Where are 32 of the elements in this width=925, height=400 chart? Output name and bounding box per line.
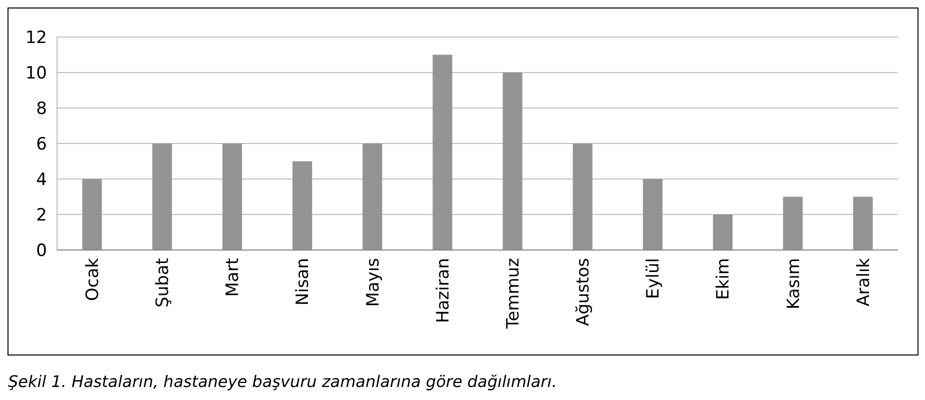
bar: [572, 144, 592, 250]
y-tick-label: 6: [36, 134, 47, 154]
x-tick-label: Ağustos: [574, 258, 594, 326]
y-tick-label: 12: [25, 28, 47, 48]
bar: [502, 72, 522, 250]
bar: [292, 161, 312, 250]
bar: [432, 54, 452, 250]
x-tick-label: Aralık: [854, 258, 874, 306]
x-tick-label: Kasım: [784, 258, 804, 310]
y-tick-label: 4: [36, 170, 47, 190]
x-tick-label: Mayıs: [363, 258, 384, 307]
x-tick-label: Temmuz: [503, 258, 524, 330]
y-tick-label: 2: [36, 205, 47, 226]
x-tick-label: Ocak: [82, 258, 103, 301]
bar: [712, 214, 733, 250]
y-tick-label: 8: [36, 98, 47, 119]
y-tick-label: 10: [25, 63, 47, 84]
bar: [853, 196, 873, 250]
y-tick-label: 0: [36, 240, 47, 261]
x-tick-label: Nisan: [293, 258, 314, 306]
x-tick-label: Şubat: [153, 258, 174, 308]
x-tick-label: Haziran: [433, 258, 454, 324]
bar: [362, 144, 382, 250]
x-tick-label: Eylül: [644, 258, 664, 300]
bar: [222, 144, 242, 250]
text: Şekil 1. Hastaların, hastaneye başvuru zamanlarına göre dağılımları.: [8, 372, 557, 391]
bar: [642, 179, 663, 250]
x-tick-label: Ekim: [714, 258, 734, 300]
bar: [82, 179, 102, 250]
bar: [783, 196, 803, 250]
x-tick-label: Mart: [223, 258, 244, 297]
bar: [152, 144, 172, 250]
